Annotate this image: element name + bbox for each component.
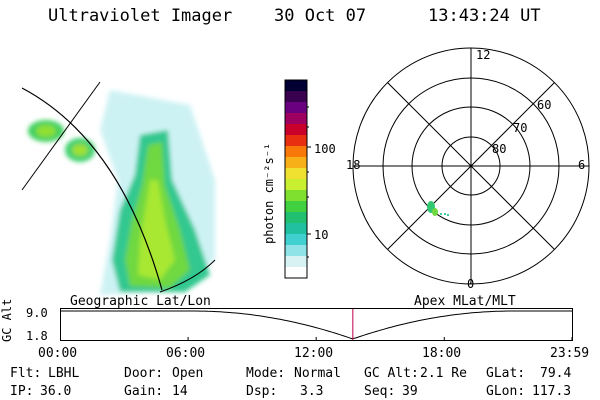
timeline-tick-0: 00:00 [38, 346, 78, 361]
colorbar-segment [285, 179, 307, 191]
geographic-image [21, 81, 216, 295]
gcalt-value: 2.1 Re [420, 366, 467, 381]
dsp-label: Dsp: [246, 384, 278, 399]
lat-70-label: 70 [513, 121, 528, 135]
colorbar-segment [285, 190, 307, 202]
gain-label: Gain: [124, 384, 164, 399]
mlt-12-label: 12 [476, 48, 491, 62]
flt-value: LBHL [48, 366, 80, 381]
instrument-title: Ultraviolet Imager [48, 6, 233, 26]
colorbar-segment [285, 223, 307, 235]
timeline-tick-4: 23:59 [550, 346, 590, 361]
timeline-axis-label: GC Alt [0, 298, 14, 342]
mlt-6-label: 6 [578, 158, 586, 172]
colorbar-segment [285, 80, 307, 92]
colorbar-tick-100: 100 [314, 142, 336, 156]
colorbar-segment [285, 157, 307, 169]
lat-80-label: 80 [492, 142, 507, 156]
colorbar-unit-label: photon cm⁻²s⁻¹ [262, 142, 276, 244]
date-label: 30 Oct 07 [274, 6, 367, 26]
colorbar-segment [285, 91, 307, 103]
dsp-value: 3.3 [300, 384, 324, 399]
colorbar-tick-10: 10 [314, 228, 329, 242]
seq-label: Seq: [364, 384, 396, 399]
gain-value: 14 [172, 384, 188, 399]
geographic-panel-label: Geographic Lat/Lon [70, 294, 211, 309]
colorbar-segment [285, 124, 307, 136]
colorbar-segment [285, 267, 307, 279]
timeline-tick-3: 18:00 [422, 346, 462, 361]
time-label: 13:43:24 UT [428, 6, 541, 26]
lat-60-label: 60 [537, 98, 552, 112]
door-value: Open [172, 366, 204, 381]
flt-label: Flt: [10, 366, 42, 381]
door-label: Door: [124, 366, 164, 381]
colorbar-segment [285, 146, 307, 158]
mode-value: Normal [294, 366, 341, 381]
colorbar-segment [285, 135, 307, 147]
ip-value: 36.0 [40, 384, 72, 399]
glat-label: GLat: [486, 366, 526, 381]
colorbar-segment [285, 212, 307, 224]
colorbar-segment [285, 102, 307, 114]
mlt-0-label: 0 [467, 277, 475, 291]
polar-panel-label: Apex MLat/MLT [414, 294, 516, 309]
colorbar-segment [285, 245, 307, 257]
glon-label: GLon: [486, 384, 526, 399]
aurora-spot [427, 201, 449, 216]
mlt-18-label: 18 [346, 158, 361, 172]
polar-plot [352, 47, 590, 285]
mode-label: Mode: [246, 366, 286, 381]
timeline-y-top: 9.0 [26, 306, 48, 320]
colorbar-segment [285, 256, 307, 268]
glat-value: 79.4 [540, 366, 572, 381]
ip-label: IP: [10, 384, 34, 399]
glon-value: 117.3 [532, 384, 572, 399]
colorbar-segment [285, 201, 307, 213]
seq-value: 39 [402, 384, 418, 399]
colorbar [284, 79, 311, 279]
gcalt-label: GC Alt: [364, 366, 419, 381]
colorbar-segment [285, 113, 307, 125]
timeline-y-bottom: 1.8 [26, 329, 48, 343]
timeline-tick-2: 12:00 [294, 346, 334, 361]
timeline-plot [60, 308, 573, 341]
colorbar-segment [285, 234, 307, 246]
timeline-tick-1: 06:00 [166, 346, 206, 361]
colorbar-segment [285, 168, 307, 180]
